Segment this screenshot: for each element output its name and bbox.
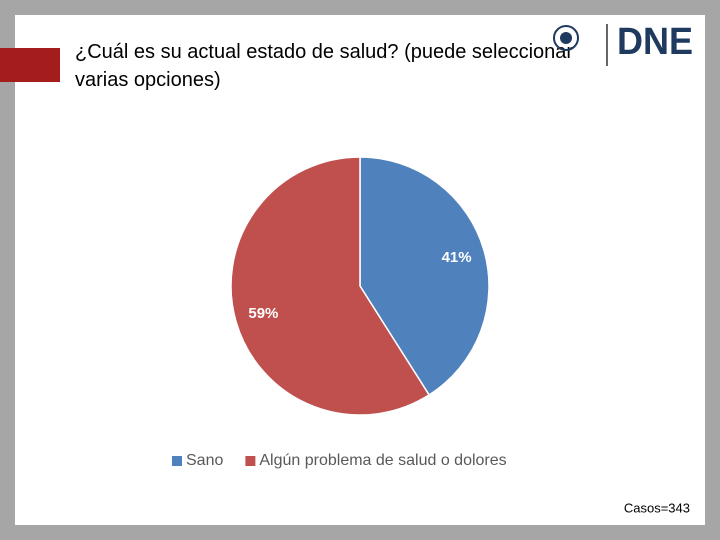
accent-bar (0, 48, 60, 82)
legend-label: Sano (186, 452, 223, 469)
legend-swatch (245, 456, 256, 466)
legend-label: Algún problema de salud o dolores (259, 452, 506, 469)
chart-title: ¿Cuál es su actual estado de salud? (pue… (75, 41, 574, 91)
title-box: ¿Cuál es su actual estado de salud? (pue… (75, 41, 574, 91)
emblem-core (560, 32, 572, 44)
note: Casos=343 (624, 500, 690, 515)
logo-text: DNE (617, 21, 693, 63)
pie-slice (230, 156, 431, 416)
data-label: 59% (248, 305, 278, 322)
emblem (553, 25, 579, 51)
legend-swatch (172, 456, 182, 466)
data-label: 41% (442, 249, 472, 266)
